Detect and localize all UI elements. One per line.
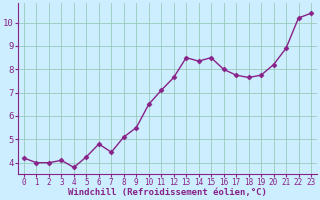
X-axis label: Windchill (Refroidissement éolien,°C): Windchill (Refroidissement éolien,°C) (68, 188, 267, 197)
